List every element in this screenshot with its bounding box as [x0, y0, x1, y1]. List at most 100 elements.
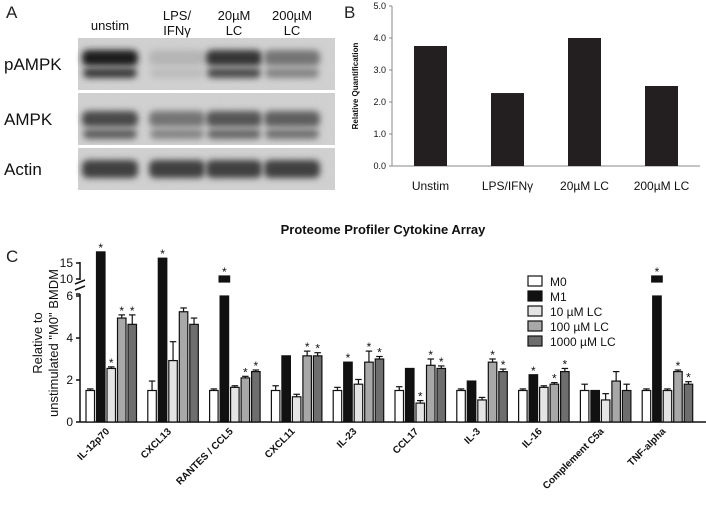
- blot-band: [265, 129, 319, 139]
- y-tick-label: 2.0: [373, 97, 386, 107]
- bar: [579, 389, 590, 423]
- y-tick-label: 3.0: [373, 65, 386, 75]
- bar: [270, 389, 281, 423]
- panel-letter-b: B: [344, 3, 355, 22]
- significance-star: *: [254, 359, 259, 373]
- significance-star: *: [501, 358, 506, 372]
- x-tick-label: Unstim: [412, 179, 449, 193]
- significance-star: *: [428, 348, 433, 362]
- blot-lane-label: LC: [284, 23, 301, 38]
- bar: [209, 389, 219, 423]
- significance-star: *: [490, 348, 495, 362]
- x-tick-label: CXCL11: [263, 426, 298, 461]
- y-tick-label: 15: [60, 256, 74, 270]
- bar-200-m-lc: [645, 86, 678, 166]
- bar: [332, 389, 343, 423]
- significance-star: *: [109, 356, 114, 370]
- bar: [168, 359, 178, 423]
- significance-star: *: [243, 365, 248, 379]
- y-tick-label: 5.0: [373, 1, 386, 11]
- bar-unstim: [414, 46, 447, 166]
- significance-star: *: [377, 345, 382, 359]
- legend-label: 1000 µM LC: [550, 335, 616, 349]
- significance-star: *: [222, 265, 227, 279]
- bar: [189, 323, 199, 423]
- bar-20-m-lc: [568, 38, 601, 166]
- blot-row-label: Actin: [4, 160, 42, 179]
- bar: [394, 389, 405, 423]
- axis-break-mark: [74, 279, 86, 291]
- x-tick-label: 20µM LC: [560, 179, 609, 193]
- significance-star: *: [346, 351, 351, 365]
- blot-lane-label: LC: [226, 23, 243, 38]
- bar: [281, 355, 291, 423]
- x-tick-label: IL-23: [335, 426, 360, 451]
- legend-label: 100 µM LC: [550, 320, 609, 334]
- bar-cap: [218, 275, 231, 283]
- legend-swatch: [527, 320, 543, 332]
- bar: [312, 355, 323, 423]
- significance-star: *: [655, 265, 660, 279]
- panel-letter-c: C: [6, 247, 18, 266]
- x-tick-label: CCL17: [391, 426, 421, 456]
- bar: [466, 380, 477, 423]
- y-axis-label-line1: Relative to: [30, 312, 45, 373]
- legend-swatch: [527, 305, 543, 317]
- x-tick-label: IL-3: [463, 426, 484, 447]
- legend-swatch: [527, 290, 543, 302]
- bar: [673, 371, 683, 423]
- bar: [147, 389, 157, 423]
- bar: [353, 383, 364, 423]
- blot-lane-label: unstim: [91, 18, 129, 33]
- blot-band: [264, 50, 320, 66]
- significance-star: *: [439, 355, 444, 369]
- significance-star: *: [130, 304, 135, 318]
- significance-star: *: [686, 371, 691, 385]
- legend-label: M0: [550, 275, 567, 289]
- y-tick-label: 2: [66, 373, 73, 387]
- y-axis-label: Relative Quantification: [351, 43, 360, 130]
- y-tick-label: 4.0: [373, 33, 386, 43]
- bar: [95, 251, 106, 423]
- blot-band: [264, 160, 320, 178]
- x-tick-label: Complement C5a: [541, 426, 607, 492]
- blot-band: [150, 68, 204, 78]
- bar: [85, 389, 96, 423]
- legend-swatch: [527, 275, 543, 287]
- significance-star: *: [98, 241, 103, 255]
- bar: [230, 386, 240, 423]
- bar: [302, 355, 312, 423]
- bar: [641, 389, 652, 423]
- bar: [652, 295, 662, 423]
- bar: [498, 371, 508, 423]
- bar: [517, 389, 528, 423]
- bar: [251, 371, 261, 423]
- legend-swatch: [527, 335, 543, 347]
- blot-band: [264, 111, 320, 127]
- bar: [404, 367, 415, 423]
- bar: [240, 377, 251, 423]
- blot-band: [83, 129, 137, 139]
- blot-band: [206, 50, 262, 66]
- blot-lane-label: 200µM: [272, 8, 312, 23]
- blot-rows: pAMPK AMPK Actin: [4, 38, 335, 190]
- bar: [477, 399, 487, 423]
- bar: [343, 361, 353, 423]
- blot-band: [82, 50, 138, 66]
- significance-star: *: [418, 390, 423, 404]
- bar: [549, 383, 560, 423]
- bar: [219, 295, 230, 423]
- bar: [487, 361, 498, 423]
- y-axis-label-line2: unstimulated "M0" BMDM: [46, 269, 61, 417]
- y-tick-label: 10: [60, 272, 74, 286]
- bar: [157, 257, 168, 423]
- blot-band: [149, 160, 205, 178]
- bar: [178, 311, 189, 423]
- significance-star: *: [315, 342, 320, 356]
- significance-star: *: [552, 372, 557, 386]
- cytokine-chart-title: Proteome Profiler Cytokine Array: [281, 222, 486, 237]
- bar: [621, 389, 632, 423]
- blot-band: [207, 68, 261, 78]
- blot-lane-label: LPS/: [163, 8, 192, 23]
